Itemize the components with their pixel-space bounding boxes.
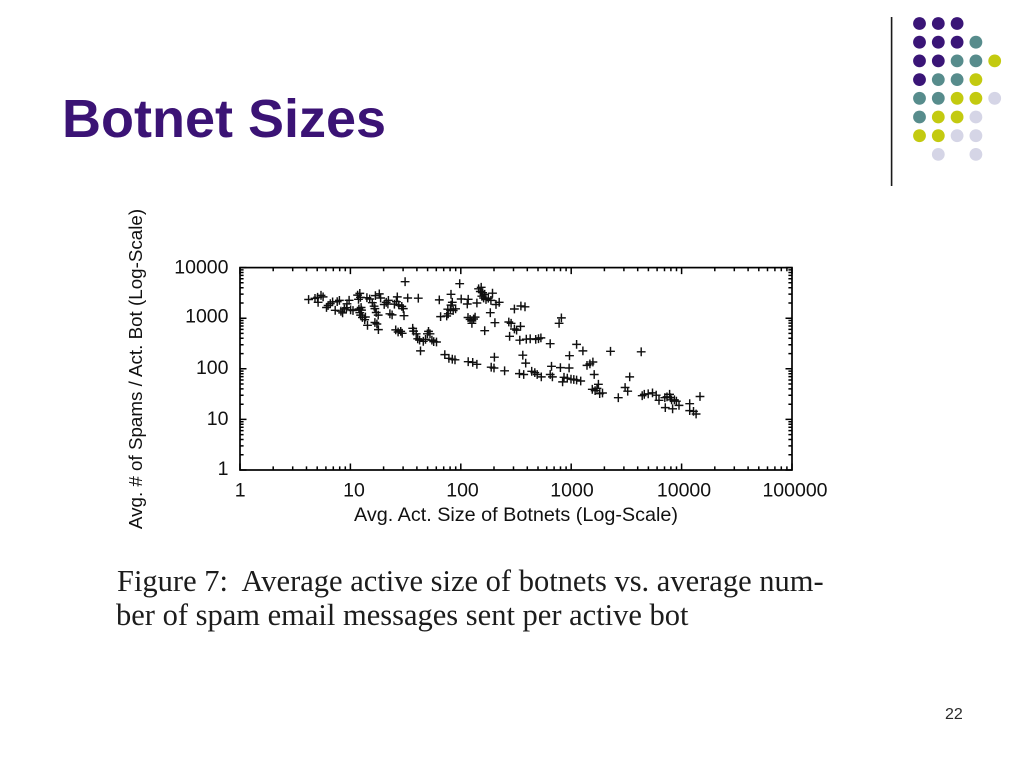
svg-text:1000: 1000 xyxy=(550,480,594,502)
svg-text:100000: 100000 xyxy=(762,480,827,502)
svg-text:100: 100 xyxy=(196,357,229,379)
svg-text:10: 10 xyxy=(207,408,229,430)
svg-text:1: 1 xyxy=(235,480,246,502)
svg-text:Avg. # of Spams / Act. Bot (Lo: Avg. # of Spams / Act. Bot (Log-Scale) xyxy=(125,209,146,529)
svg-text:100: 100 xyxy=(446,480,479,502)
svg-text:10: 10 xyxy=(343,480,365,502)
svg-text:10000: 10000 xyxy=(657,480,711,502)
svg-text:Avg. Act. Size of Botnets (Log: Avg. Act. Size of Botnets (Log-Scale) xyxy=(354,504,678,526)
svg-text:10000: 10000 xyxy=(174,257,228,279)
svg-text:1000: 1000 xyxy=(185,306,229,328)
svg-text:1: 1 xyxy=(218,458,229,480)
